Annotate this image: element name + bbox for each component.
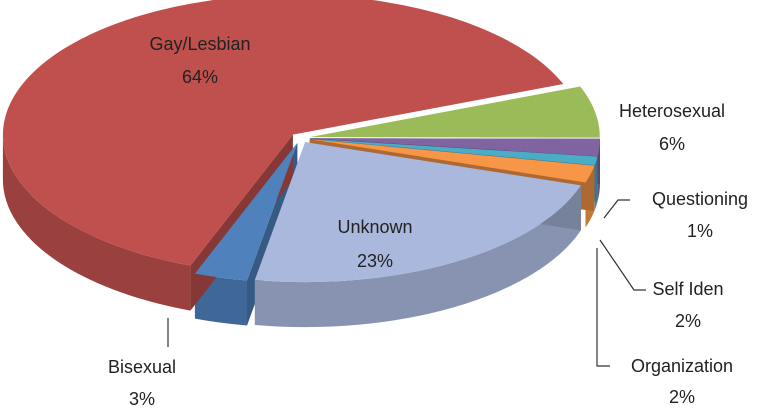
slice-label: Organization: [631, 356, 733, 376]
slice-value-label: 2%: [669, 387, 695, 407]
slice-label: Unknown: [337, 217, 412, 237]
slice-value-label: 23%: [357, 251, 393, 271]
slice-value-label: 64%: [182, 67, 218, 87]
slice: [309, 139, 595, 183]
slice-value-label: 2%: [675, 311, 701, 331]
slice: [310, 138, 600, 157]
slice-label: Heterosexual: [619, 101, 725, 121]
slice-label: Bisexual: [108, 357, 176, 377]
slice: [194, 142, 298, 281]
slice-label: Gay/Lesbian: [149, 34, 250, 54]
slice-side: [2, 134, 191, 311]
slice: [254, 142, 581, 283]
slice-label: Self Iden: [652, 279, 723, 299]
slice-value-label: 1%: [687, 221, 713, 241]
slice: [309, 138, 598, 166]
slice-label: Questioning: [652, 189, 748, 209]
leader-line: [596, 248, 610, 367]
leader-line: [603, 199, 630, 219]
slice: [309, 86, 600, 138]
slice: [2, 0, 564, 266]
leader-line: [599, 239, 646, 291]
slice-value-label: 3%: [129, 389, 155, 409]
slice-value-label: 6%: [659, 134, 685, 154]
slice-side: [254, 185, 581, 328]
